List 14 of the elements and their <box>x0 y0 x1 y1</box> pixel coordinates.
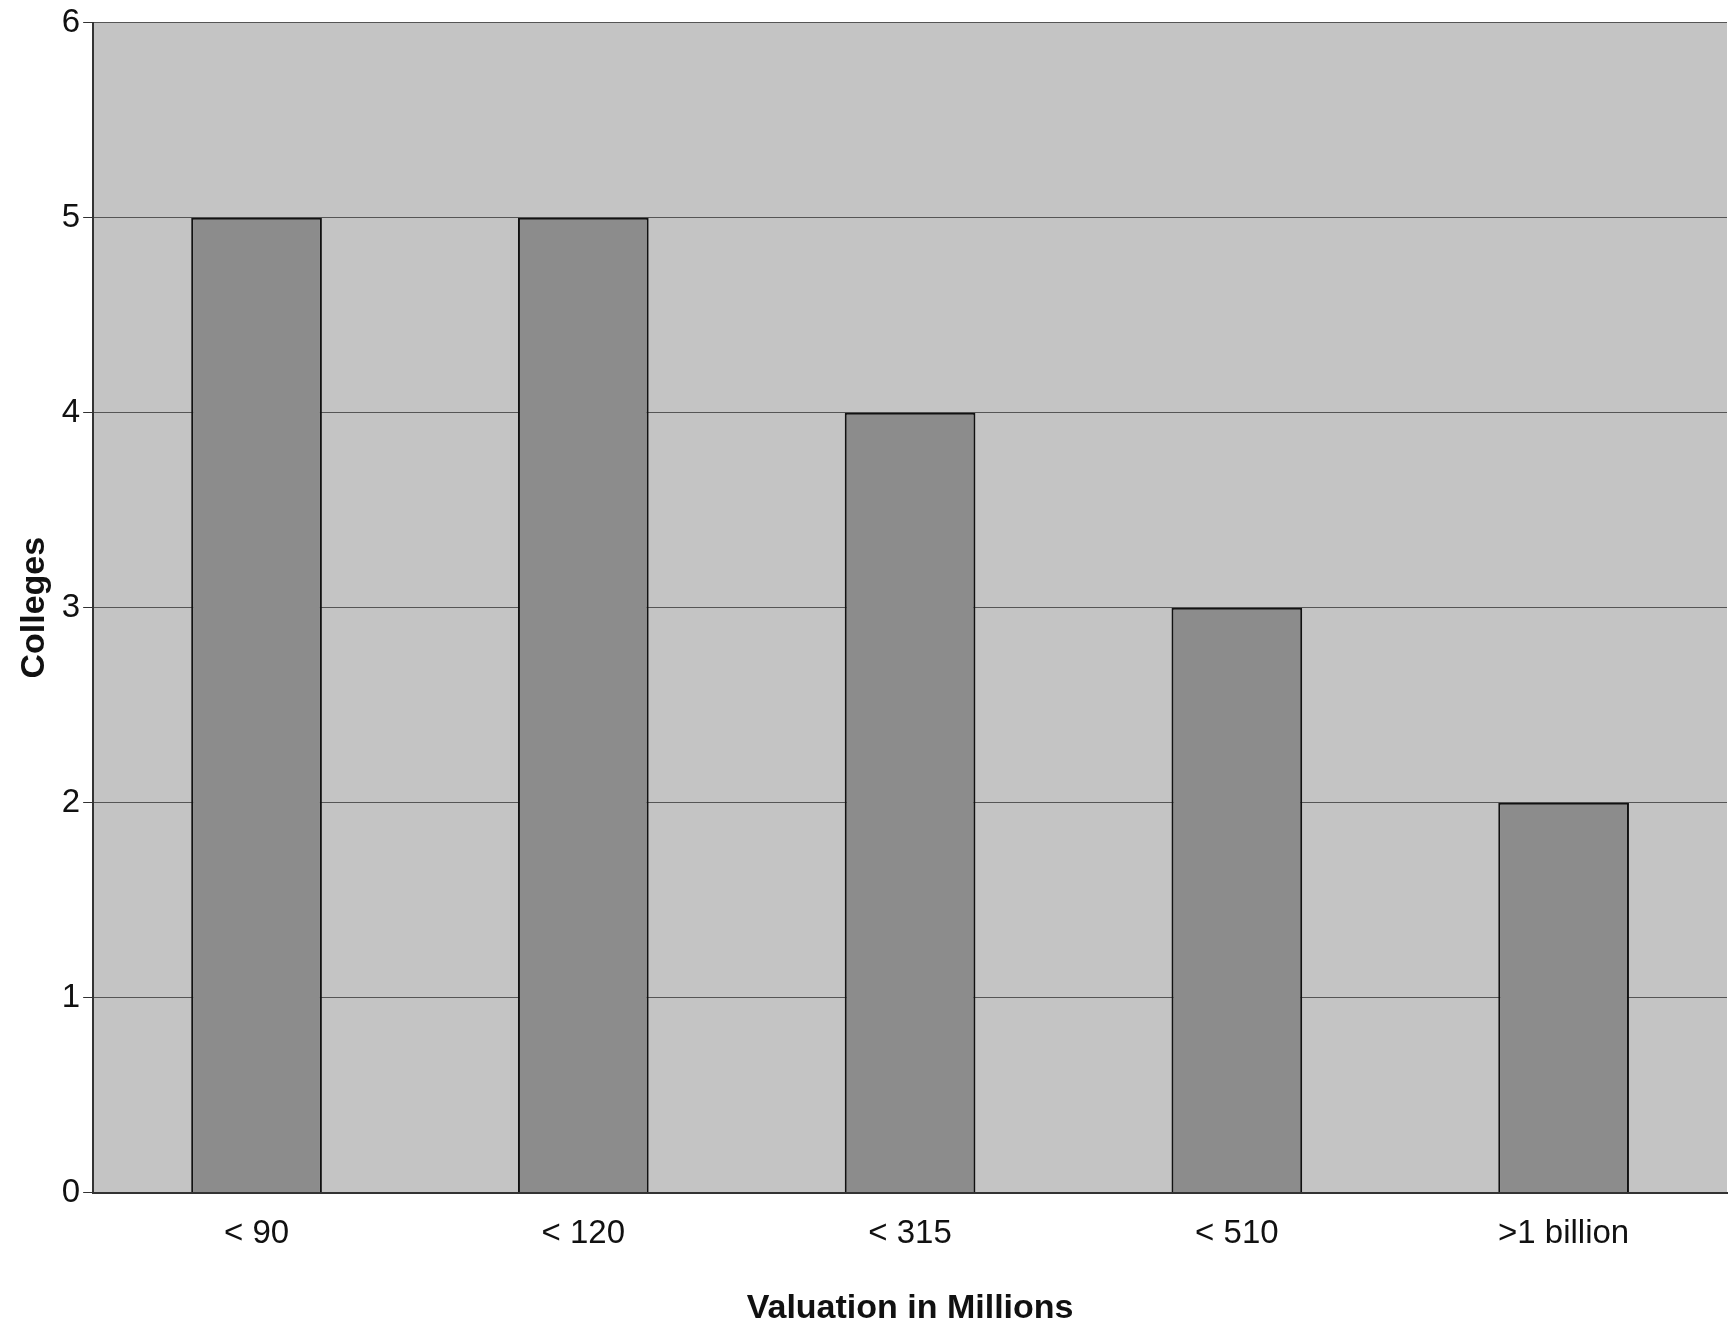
x-tick-label: < 510 <box>1195 1213 1279 1251</box>
y-tick-label: 0 <box>61 1171 81 1209</box>
y-tick-label: 2 <box>61 781 81 819</box>
x-tick-label: >1 billion <box>1498 1213 1630 1251</box>
x-axis-title: Valuation in Millions <box>746 1286 1074 1325</box>
y-tick-label: 5 <box>61 196 81 234</box>
x-tick-label: < 120 <box>541 1213 626 1251</box>
y-tick-label: 6 <box>61 1 81 39</box>
y-tick-label: 1 <box>61 976 81 1014</box>
x-tick-label: < 315 <box>868 1213 952 1251</box>
y-tick-label: 4 <box>61 391 81 429</box>
y-axis-title: Colleges <box>12 536 51 679</box>
x-tick-label: < 90 <box>223 1213 290 1251</box>
y-tick-label: 3 <box>61 586 81 624</box>
